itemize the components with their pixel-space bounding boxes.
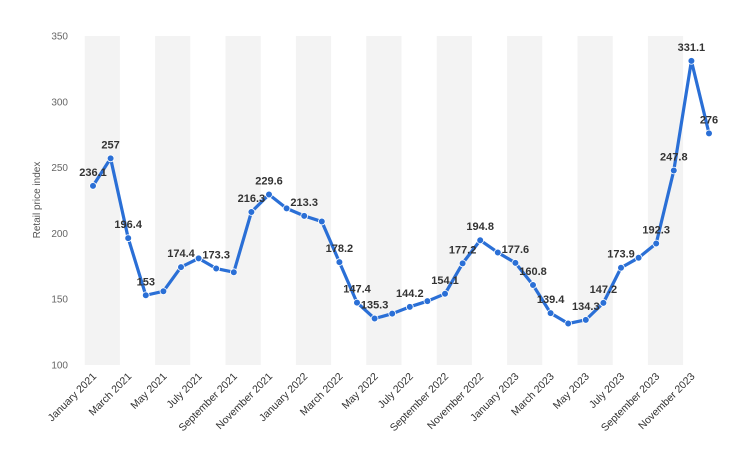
data-label: 229.6 (255, 175, 283, 187)
data-point (300, 212, 309, 220)
data-point (617, 263, 625, 272)
data-label: 139.4 (537, 294, 565, 306)
data-point (458, 259, 467, 268)
data-label: 160.8 (519, 266, 547, 278)
data-label: 174.4 (167, 248, 195, 260)
data-label: 173.9 (607, 249, 635, 261)
column-band (507, 36, 543, 365)
data-point (529, 281, 537, 289)
y-tick-label: 200 (51, 229, 68, 240)
column-band (366, 36, 402, 365)
y-tick-label: 100 (51, 361, 68, 372)
data-point (687, 57, 696, 65)
data-point (247, 208, 256, 216)
data-point (581, 316, 590, 324)
data-label: 147.4 (343, 284, 371, 296)
data-label: 276 (700, 114, 718, 126)
data-point (564, 319, 572, 328)
data-point (599, 299, 608, 307)
data-label: 236.1 (79, 167, 107, 179)
data-point (423, 297, 432, 305)
data-point (546, 309, 555, 317)
data-point (317, 217, 326, 226)
data-label: 194.8 (466, 221, 494, 233)
y-tick-label: 350 (51, 32, 68, 43)
data-label: 178.2 (326, 243, 354, 255)
data-label: 213.3 (290, 197, 318, 209)
x-tick-label: May 2021 (128, 371, 169, 412)
data-point (652, 239, 660, 248)
column-band (436, 36, 472, 365)
data-point (511, 259, 520, 267)
data-points (89, 57, 713, 328)
data-point (177, 263, 185, 271)
x-tick-label: January 2021 (46, 371, 100, 425)
column-band (225, 36, 261, 365)
data-label: 154.1 (431, 275, 459, 287)
data-point (476, 236, 485, 245)
data-point (265, 190, 273, 199)
data-point (634, 253, 643, 262)
data-point (405, 303, 414, 311)
data-label: 331.1 (678, 42, 706, 54)
data-label: 177.2 (449, 244, 477, 256)
data-label: 147.2 (590, 284, 618, 296)
data-point (194, 254, 203, 263)
data-point (493, 248, 502, 257)
data-point (159, 287, 168, 296)
y-axis-label: Retail price index (32, 162, 43, 239)
x-tick-label: May 2022 (340, 371, 381, 412)
data-label: 153 (137, 276, 155, 288)
column-band (155, 36, 191, 365)
data-point (124, 234, 132, 242)
data-point (142, 291, 150, 300)
y-tick-label: 300 (51, 97, 68, 108)
column-band (84, 36, 120, 365)
data-point (705, 129, 713, 138)
data-labels: 236.1 257 196.4 153 174.4 173.3 216.3 229.6 213.… (79, 42, 718, 313)
x-tick-label: May 2023 (551, 371, 592, 412)
column-band (295, 36, 332, 365)
data-label: 216.3 (238, 193, 266, 205)
data-point (89, 182, 97, 190)
data-point (106, 154, 115, 163)
data-label: 134.3 (572, 301, 600, 313)
data-label: 173.3 (202, 250, 230, 262)
data-point (282, 204, 291, 213)
y-tick-label: 250 (51, 163, 68, 174)
column-band (577, 36, 613, 365)
data-point (230, 268, 238, 277)
data-label: 196.4 (114, 219, 142, 231)
y-tick-label: 150 (51, 295, 68, 306)
y-axis: 100 150 200 250 300 350 (51, 32, 68, 372)
data-point (669, 166, 678, 175)
data-label: 135.3 (361, 300, 389, 312)
data-label: 192.3 (642, 225, 670, 237)
data-point (441, 290, 449, 298)
data-point (370, 314, 379, 323)
data-label: 144.2 (396, 288, 424, 300)
data-point (212, 264, 221, 273)
data-label: 257 (101, 139, 119, 151)
data-label: 177.6 (502, 244, 530, 256)
data-point (353, 298, 361, 307)
data-point (388, 309, 397, 318)
data-point (335, 258, 344, 266)
data-label: 247.8 (660, 151, 688, 163)
